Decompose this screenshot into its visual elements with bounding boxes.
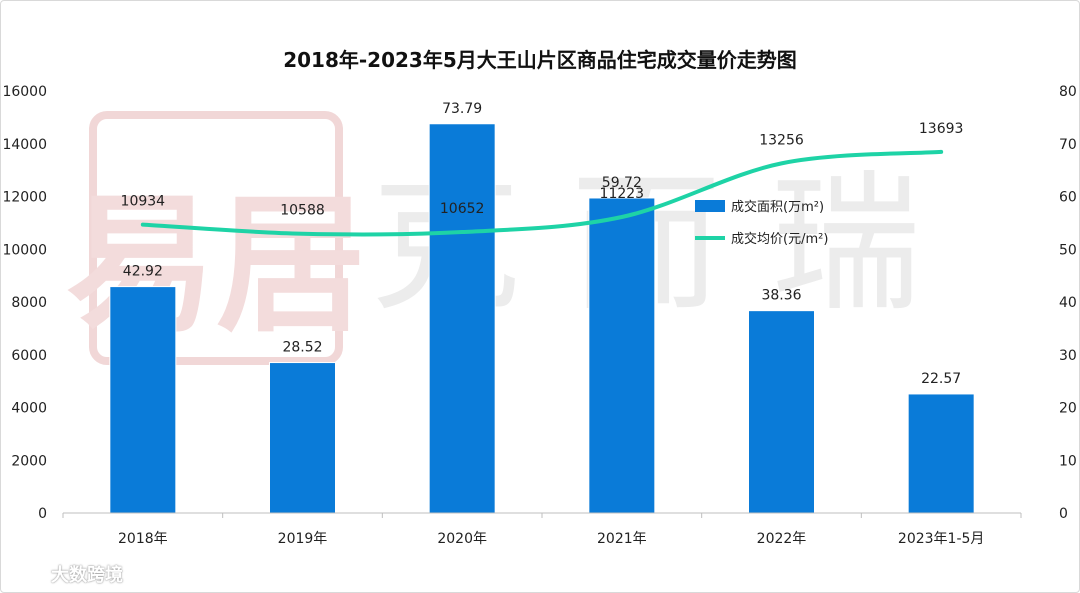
right-axis-tick: 30 — [1059, 348, 1077, 364]
line-label-3: 10652 — [440, 201, 485, 217]
left-axis-tick: 4000 — [11, 401, 47, 417]
left-axis-tick: 6000 — [11, 348, 47, 364]
line-label-2: 10588 — [280, 203, 325, 219]
brand-logo-icon — [13, 565, 45, 583]
line-label-4: 11223 — [600, 186, 645, 202]
right-axis-tick: 40 — [1059, 295, 1077, 311]
bar-label-5: 38.36 — [761, 288, 801, 304]
x-axis-tick: 2020年 — [437, 531, 487, 547]
bar-label-3: 73.79 — [442, 101, 482, 117]
footer-logo-text: 大数跨境 — [51, 565, 123, 586]
left-axis-tick: 10000 — [2, 242, 47, 258]
bar-6 — [907, 393, 975, 514]
bar-2 — [269, 362, 336, 514]
right-axis-tick: 80 — [1059, 84, 1077, 100]
bar-label-1: 42.92 — [123, 264, 163, 280]
left-axis-tick: 16000 — [2, 84, 47, 100]
left-axis-tick: 14000 — [2, 137, 47, 153]
left-axis-tick: 8000 — [11, 295, 47, 311]
right-axis-tick: 60 — [1059, 190, 1077, 206]
x-axis-tick: 2021年 — [597, 531, 647, 547]
left-axis-tick: 2000 — [11, 453, 47, 469]
right-axis-tick: 0 — [1059, 506, 1068, 522]
right-axis-tick: 10 — [1059, 453, 1077, 469]
right-axis-tick: 50 — [1059, 242, 1077, 258]
bar-4 — [588, 197, 656, 514]
line-label-5: 13256 — [759, 132, 804, 148]
chart-title: 2018年-2023年5月大王山片区商品住宅成交量价走势图 — [283, 48, 797, 72]
x-axis-tick: 2023年1-5月 — [898, 531, 985, 547]
line-label-1: 10934 — [121, 194, 166, 210]
x-axis-tick: 2019年 — [278, 531, 328, 547]
bar-label-6: 22.57 — [921, 371, 961, 387]
x-axis-tick: 2018年 — [118, 531, 168, 547]
line-series-price — [140, 149, 944, 237]
legend-swatch-area — [695, 200, 725, 212]
legend-label-price: 成交均价(元/m²) — [731, 231, 828, 247]
legend-label-area: 成交面积(万m²) — [731, 199, 824, 215]
footer-logo: 大数跨境 — [11, 561, 123, 587]
watermark-seal-frame — [89, 111, 343, 365]
right-axis-tick: 20 — [1059, 401, 1077, 417]
right-axis-tick: 70 — [1059, 137, 1077, 153]
bar-label-2: 28.52 — [282, 340, 322, 356]
bar-1 — [109, 286, 177, 514]
left-axis-tick: 12000 — [2, 190, 47, 206]
bar-5 — [748, 310, 815, 514]
bar-label-4: 59.72 — [602, 175, 642, 191]
bar-3 — [428, 123, 496, 514]
line-label-6: 13693 — [919, 121, 964, 137]
left-axis-tick: 0 — [38, 506, 47, 522]
x-axis-tick: 2022年 — [757, 531, 807, 547]
